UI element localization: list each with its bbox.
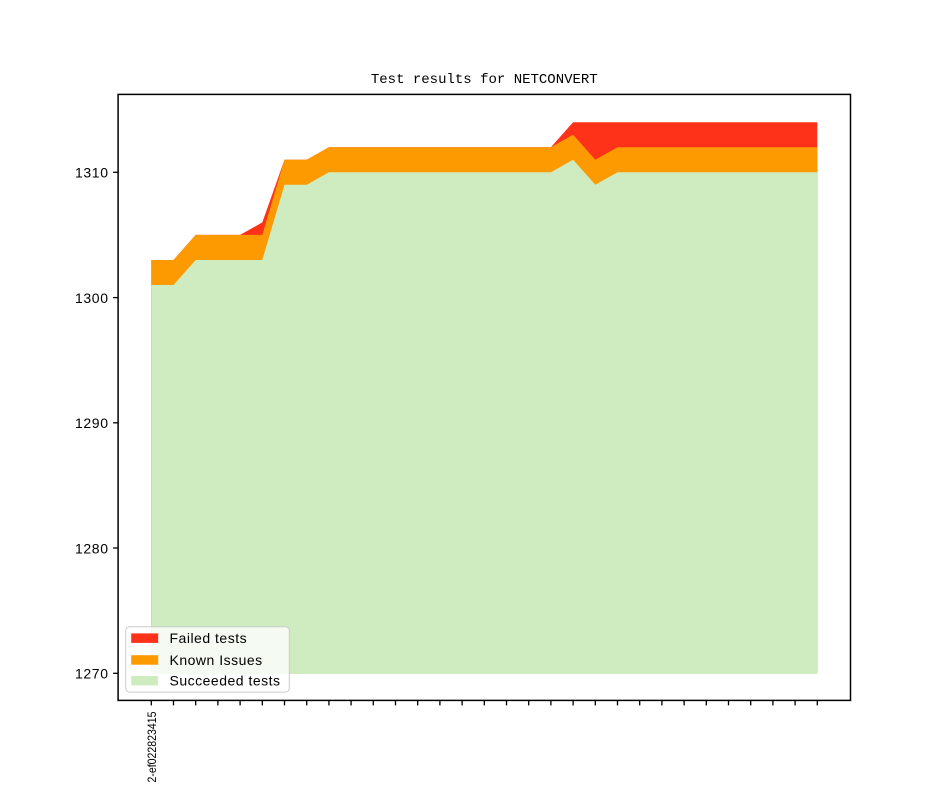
svg-text:Test results for NETCONVERT: Test results for NETCONVERT [371,72,598,88]
svg-text:1300: 1300 [75,290,108,306]
svg-text:Known Issues: Known Issues [170,652,263,668]
svg-text:1290: 1290 [75,415,108,431]
svg-text:2-ef022823415: 2-ef022823415 [145,711,159,782]
svg-text:1270: 1270 [75,666,108,682]
svg-text:1310: 1310 [75,165,108,181]
svg-text:Failed tests: Failed tests [170,630,248,646]
svg-text:1280: 1280 [75,540,108,556]
svg-text:Succeeded tests: Succeeded tests [170,673,281,689]
